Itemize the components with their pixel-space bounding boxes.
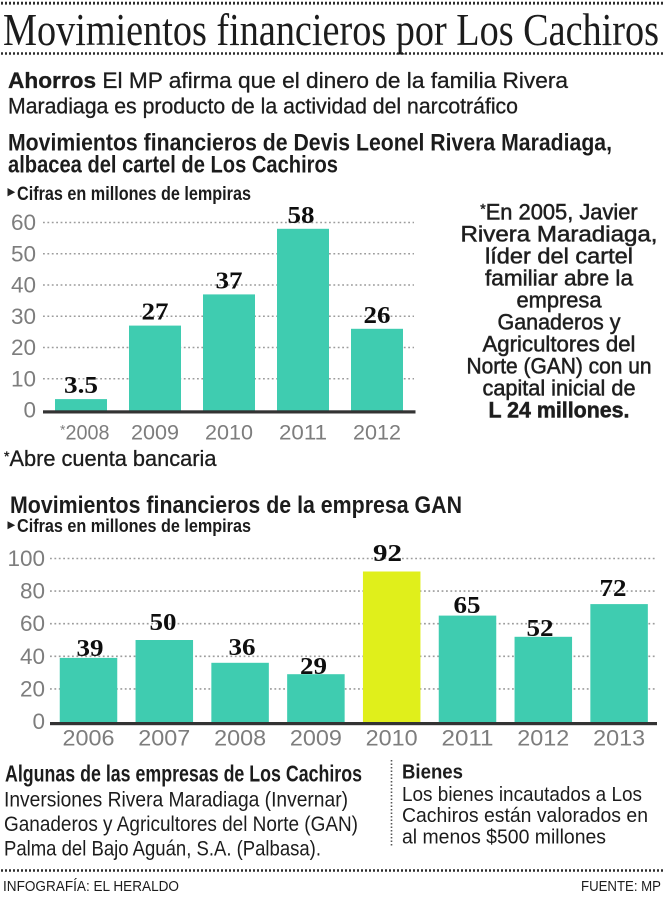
svg-text:2011: 2011	[442, 726, 494, 751]
svg-text:Movimientos financieros de la: Movimientos financieros de la empresa GA…	[10, 492, 462, 519]
svg-text:2009: 2009	[131, 421, 179, 445]
svg-text:2008: 2008	[214, 726, 266, 751]
svg-text:40: 40	[20, 644, 45, 669]
svg-text:29: 29	[300, 654, 327, 680]
svg-text:*En 2005, Javier: *En 2005, Javier	[480, 200, 637, 225]
svg-text:capital inicial de: capital inicial de	[483, 376, 636, 401]
svg-text:Ahorros El MP afirma que el di: Ahorros El MP afirma que el dinero de la…	[8, 68, 568, 93]
svg-text:2012: 2012	[353, 421, 401, 445]
svg-text:Ganaderos y: Ganaderos y	[498, 310, 621, 335]
svg-text:Bienes: Bienes	[402, 761, 463, 784]
svg-text:58: 58	[288, 203, 315, 229]
svg-text:Movimientos financieros por Lo: Movimientos financieros por Los Cachiros	[3, 4, 659, 55]
svg-text:2013: 2013	[593, 726, 645, 751]
svg-text:Cifras en millones de lempiras: Cifras en millones de lempiras	[17, 515, 251, 536]
svg-text:36: 36	[229, 635, 256, 661]
svg-text:0: 0	[32, 709, 45, 734]
svg-text:50: 50	[11, 241, 36, 266]
svg-text:Inversiones Rivera Maradiaga (: Inversiones Rivera Maradiaga (Invernar)	[4, 788, 348, 812]
svg-text:familiar abre la: familiar abre la	[485, 266, 634, 291]
svg-text:27: 27	[142, 300, 169, 326]
svg-text:40: 40	[11, 273, 36, 298]
svg-text:empresa: empresa	[517, 288, 603, 313]
svg-text:Agricultores del: Agricultores del	[483, 332, 636, 357]
svg-text:Ganaderos y Agricultores del N: Ganaderos y Agricultores del Norte (GAN)	[4, 812, 358, 836]
svg-text:L 24 millones.: L 24 millones.	[489, 398, 630, 423]
svg-text:72: 72	[600, 576, 627, 602]
svg-text:20: 20	[20, 676, 45, 701]
svg-text:2010: 2010	[205, 421, 253, 445]
svg-text:65: 65	[454, 593, 481, 619]
svg-text:INFOGRAFÍA: EL HERALDO: INFOGRAFÍA: EL HERALDO	[3, 878, 179, 895]
svg-text:Cachiros están valorados en: Cachiros están valorados en	[402, 804, 648, 827]
svg-text:*2008: *2008	[60, 421, 109, 445]
svg-text:60: 60	[11, 210, 36, 235]
svg-text:80: 80	[20, 579, 45, 604]
svg-text:líder del cartel: líder del cartel	[485, 244, 633, 269]
svg-text:2011: 2011	[279, 421, 327, 445]
svg-text:60: 60	[20, 611, 45, 636]
svg-text:Maradiaga es producto de la ac: Maradiaga es producto de la actividad de…	[8, 94, 518, 119]
svg-text:albacea del cartel de Los Cach: albacea del cartel de Los Cachiros	[8, 151, 338, 178]
svg-text:0: 0	[23, 398, 36, 423]
svg-text:Cifras en millones de lempiras: Cifras en millones de lempiras	[17, 184, 251, 205]
svg-text:Los bienes incautados a Los: Los bienes incautados a Los	[402, 783, 642, 806]
svg-text:FUENTE: MP: FUENTE: MP	[581, 878, 661, 895]
svg-text:20: 20	[11, 335, 36, 360]
svg-text:al menos $500 millones: al menos $500 millones	[402, 826, 606, 849]
svg-text:Rivera Maradiaga,: Rivera Maradiaga,	[461, 222, 658, 247]
svg-text:Movimientos financieros de Dev: Movimientos financieros de Devis Leonel …	[8, 130, 612, 157]
svg-text:2006: 2006	[63, 726, 115, 751]
svg-text:92: 92	[373, 541, 402, 567]
svg-text:2009: 2009	[290, 726, 342, 751]
svg-text:Palma del Bajo Aguán, S.A. (Pa: Palma del Bajo Aguán, S.A. (Palbasa).	[4, 837, 321, 861]
svg-text:10: 10	[11, 366, 36, 391]
svg-text:2010: 2010	[366, 726, 418, 751]
svg-text:26: 26	[364, 303, 391, 329]
svg-text:50: 50	[150, 610, 177, 636]
svg-text:*Abre cuenta bancaria: *Abre cuenta bancaria	[4, 446, 217, 471]
svg-text:Algunas de las empresas de Los: Algunas de las empresas de Los Cachiros	[5, 761, 362, 787]
svg-text:3.5: 3.5	[64, 373, 98, 399]
svg-text:30: 30	[11, 304, 36, 329]
svg-text:Norte (GAN) con un: Norte (GAN) con un	[467, 354, 652, 379]
svg-text:37: 37	[216, 268, 243, 294]
svg-text:2012: 2012	[517, 726, 569, 751]
svg-text:52: 52	[527, 616, 554, 642]
svg-text:39: 39	[77, 636, 104, 662]
svg-text:100: 100	[7, 546, 45, 571]
svg-text:2007: 2007	[138, 726, 190, 751]
